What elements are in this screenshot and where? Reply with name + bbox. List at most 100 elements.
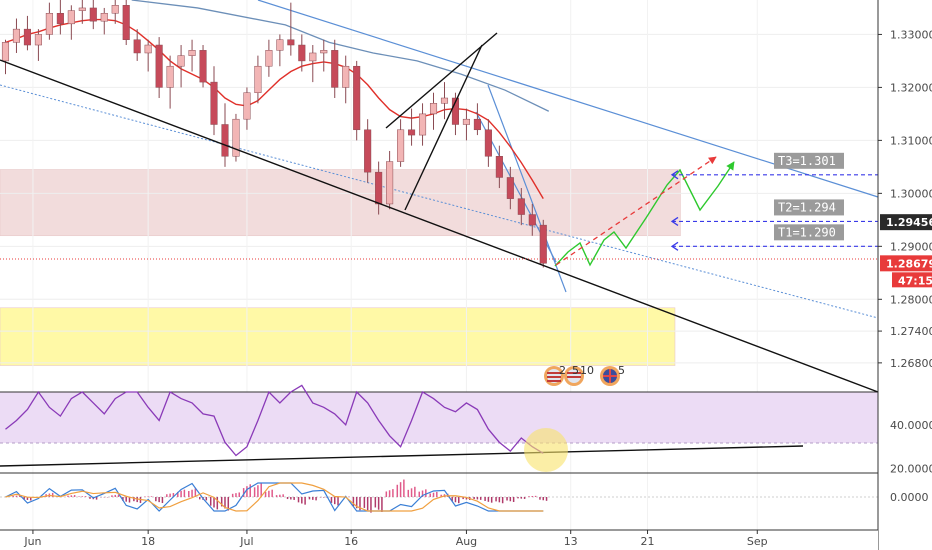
time-axis[interactable] — [0, 529, 878, 550]
candle — [100, 7, 108, 35]
rsi-level-label: 20.0000 — [890, 463, 932, 476]
rsi-pane — [0, 391, 878, 474]
target-label: T3=1.301 — [778, 154, 836, 168]
macd-level-label: 0.0000 — [890, 491, 929, 504]
current-price-label: 1.29456 — [886, 216, 932, 229]
candle — [276, 34, 284, 67]
last-price-label-box — [880, 255, 932, 272]
wedge-upper-line — [385, 32, 498, 129]
time-tick-label: Jul — [239, 535, 253, 548]
price-tick-label: 1.32000 — [890, 81, 932, 94]
rsi-highlight — [524, 428, 568, 472]
candle — [539, 219, 547, 268]
candle — [375, 161, 383, 215]
candle — [56, 0, 64, 35]
price-tick-label: 1.33000 — [890, 28, 932, 41]
candle — [320, 39, 328, 72]
rsi-line — [5, 384, 544, 457]
candle — [364, 119, 372, 183]
target-arrow-icon — [670, 241, 679, 251]
time-tick-label: 21 — [641, 535, 655, 548]
target-levels: T3=1.301 T2=1.294 T1=1.290 — [670, 152, 878, 251]
time-tick-label: Sep — [747, 535, 768, 548]
candle — [122, 0, 130, 46]
candle — [254, 55, 262, 104]
candle — [386, 150, 394, 210]
price-zones — [0, 169, 681, 366]
candle — [133, 29, 141, 61]
candle — [67, 5, 75, 40]
countdown-box — [892, 272, 932, 288]
current-price-label-box — [880, 214, 932, 231]
main-support-trendline — [0, 59, 879, 393]
candle — [265, 39, 273, 77]
candle — [408, 108, 416, 146]
candle — [144, 39, 152, 72]
candle — [23, 15, 31, 51]
candle — [484, 119, 492, 167]
candle — [418, 103, 427, 146]
countdown-label: 47:15 — [898, 274, 932, 287]
candle — [287, 2, 295, 56]
target-label-box — [774, 199, 844, 216]
candle — [199, 45, 207, 88]
candle — [462, 108, 470, 141]
black-trend-lines — [0, 32, 879, 467]
candle — [397, 119, 405, 167]
rsi-band — [0, 392, 878, 443]
target-arrow-icon — [670, 216, 679, 226]
candle — [111, 0, 119, 24]
candle — [528, 203, 536, 236]
event-count-4: 5 — [618, 364, 625, 377]
last-price-label: 1.28679 — [886, 257, 932, 270]
candle — [506, 166, 514, 210]
candle — [243, 87, 251, 130]
candle — [1, 39, 10, 75]
event-badges[interactable]: 2 5 10 5 — [544, 364, 625, 386]
target-arrow-icon — [670, 170, 679, 180]
target-label-box — [774, 224, 844, 241]
rsi-trendline — [0, 445, 804, 467]
candle — [298, 34, 306, 72]
candle — [166, 55, 174, 109]
price-tick-label: 1.26800 — [890, 357, 932, 370]
rsi-level-label: 40.0000 — [890, 419, 932, 432]
price-tick-label: 1.29000 — [890, 240, 932, 253]
candles — [1, 0, 547, 268]
price-tick-label: 1.31000 — [890, 134, 932, 147]
candle — [34, 29, 42, 61]
target-label: T1=1.290 — [778, 225, 836, 239]
candle — [342, 55, 350, 104]
candle — [78, 0, 86, 24]
time-tick-label: 16 — [344, 535, 358, 548]
candle — [440, 82, 449, 120]
time-tick-label: Aug — [456, 535, 477, 548]
candle — [331, 39, 339, 98]
resistance-zone — [0, 169, 681, 237]
candle — [45, 2, 53, 40]
event-count-1: 2 — [559, 364, 566, 377]
blue-moving-average — [131, 0, 550, 112]
time-tick-label: 13 — [564, 535, 578, 548]
event-count-2: 5 — [572, 364, 579, 377]
green-projection — [554, 161, 735, 267]
candle — [309, 45, 317, 83]
rsi-series-line — [5, 384, 544, 457]
candle — [232, 113, 240, 162]
candle — [495, 145, 503, 189]
price-tick-label: 1.30000 — [890, 187, 932, 200]
time-tick-label: Jun — [23, 535, 41, 548]
candle — [210, 66, 218, 136]
candle — [177, 45, 185, 88]
time-tick-label: 18 — [141, 535, 155, 548]
dotted-trendline — [0, 84, 879, 319]
candle — [473, 103, 481, 136]
candle — [221, 103, 229, 167]
candle — [353, 60, 361, 141]
macd-pane — [0, 479, 878, 513]
wedge-lower-line — [404, 44, 483, 211]
candle — [451, 92, 460, 136]
target-label: T2=1.294 — [778, 200, 836, 214]
